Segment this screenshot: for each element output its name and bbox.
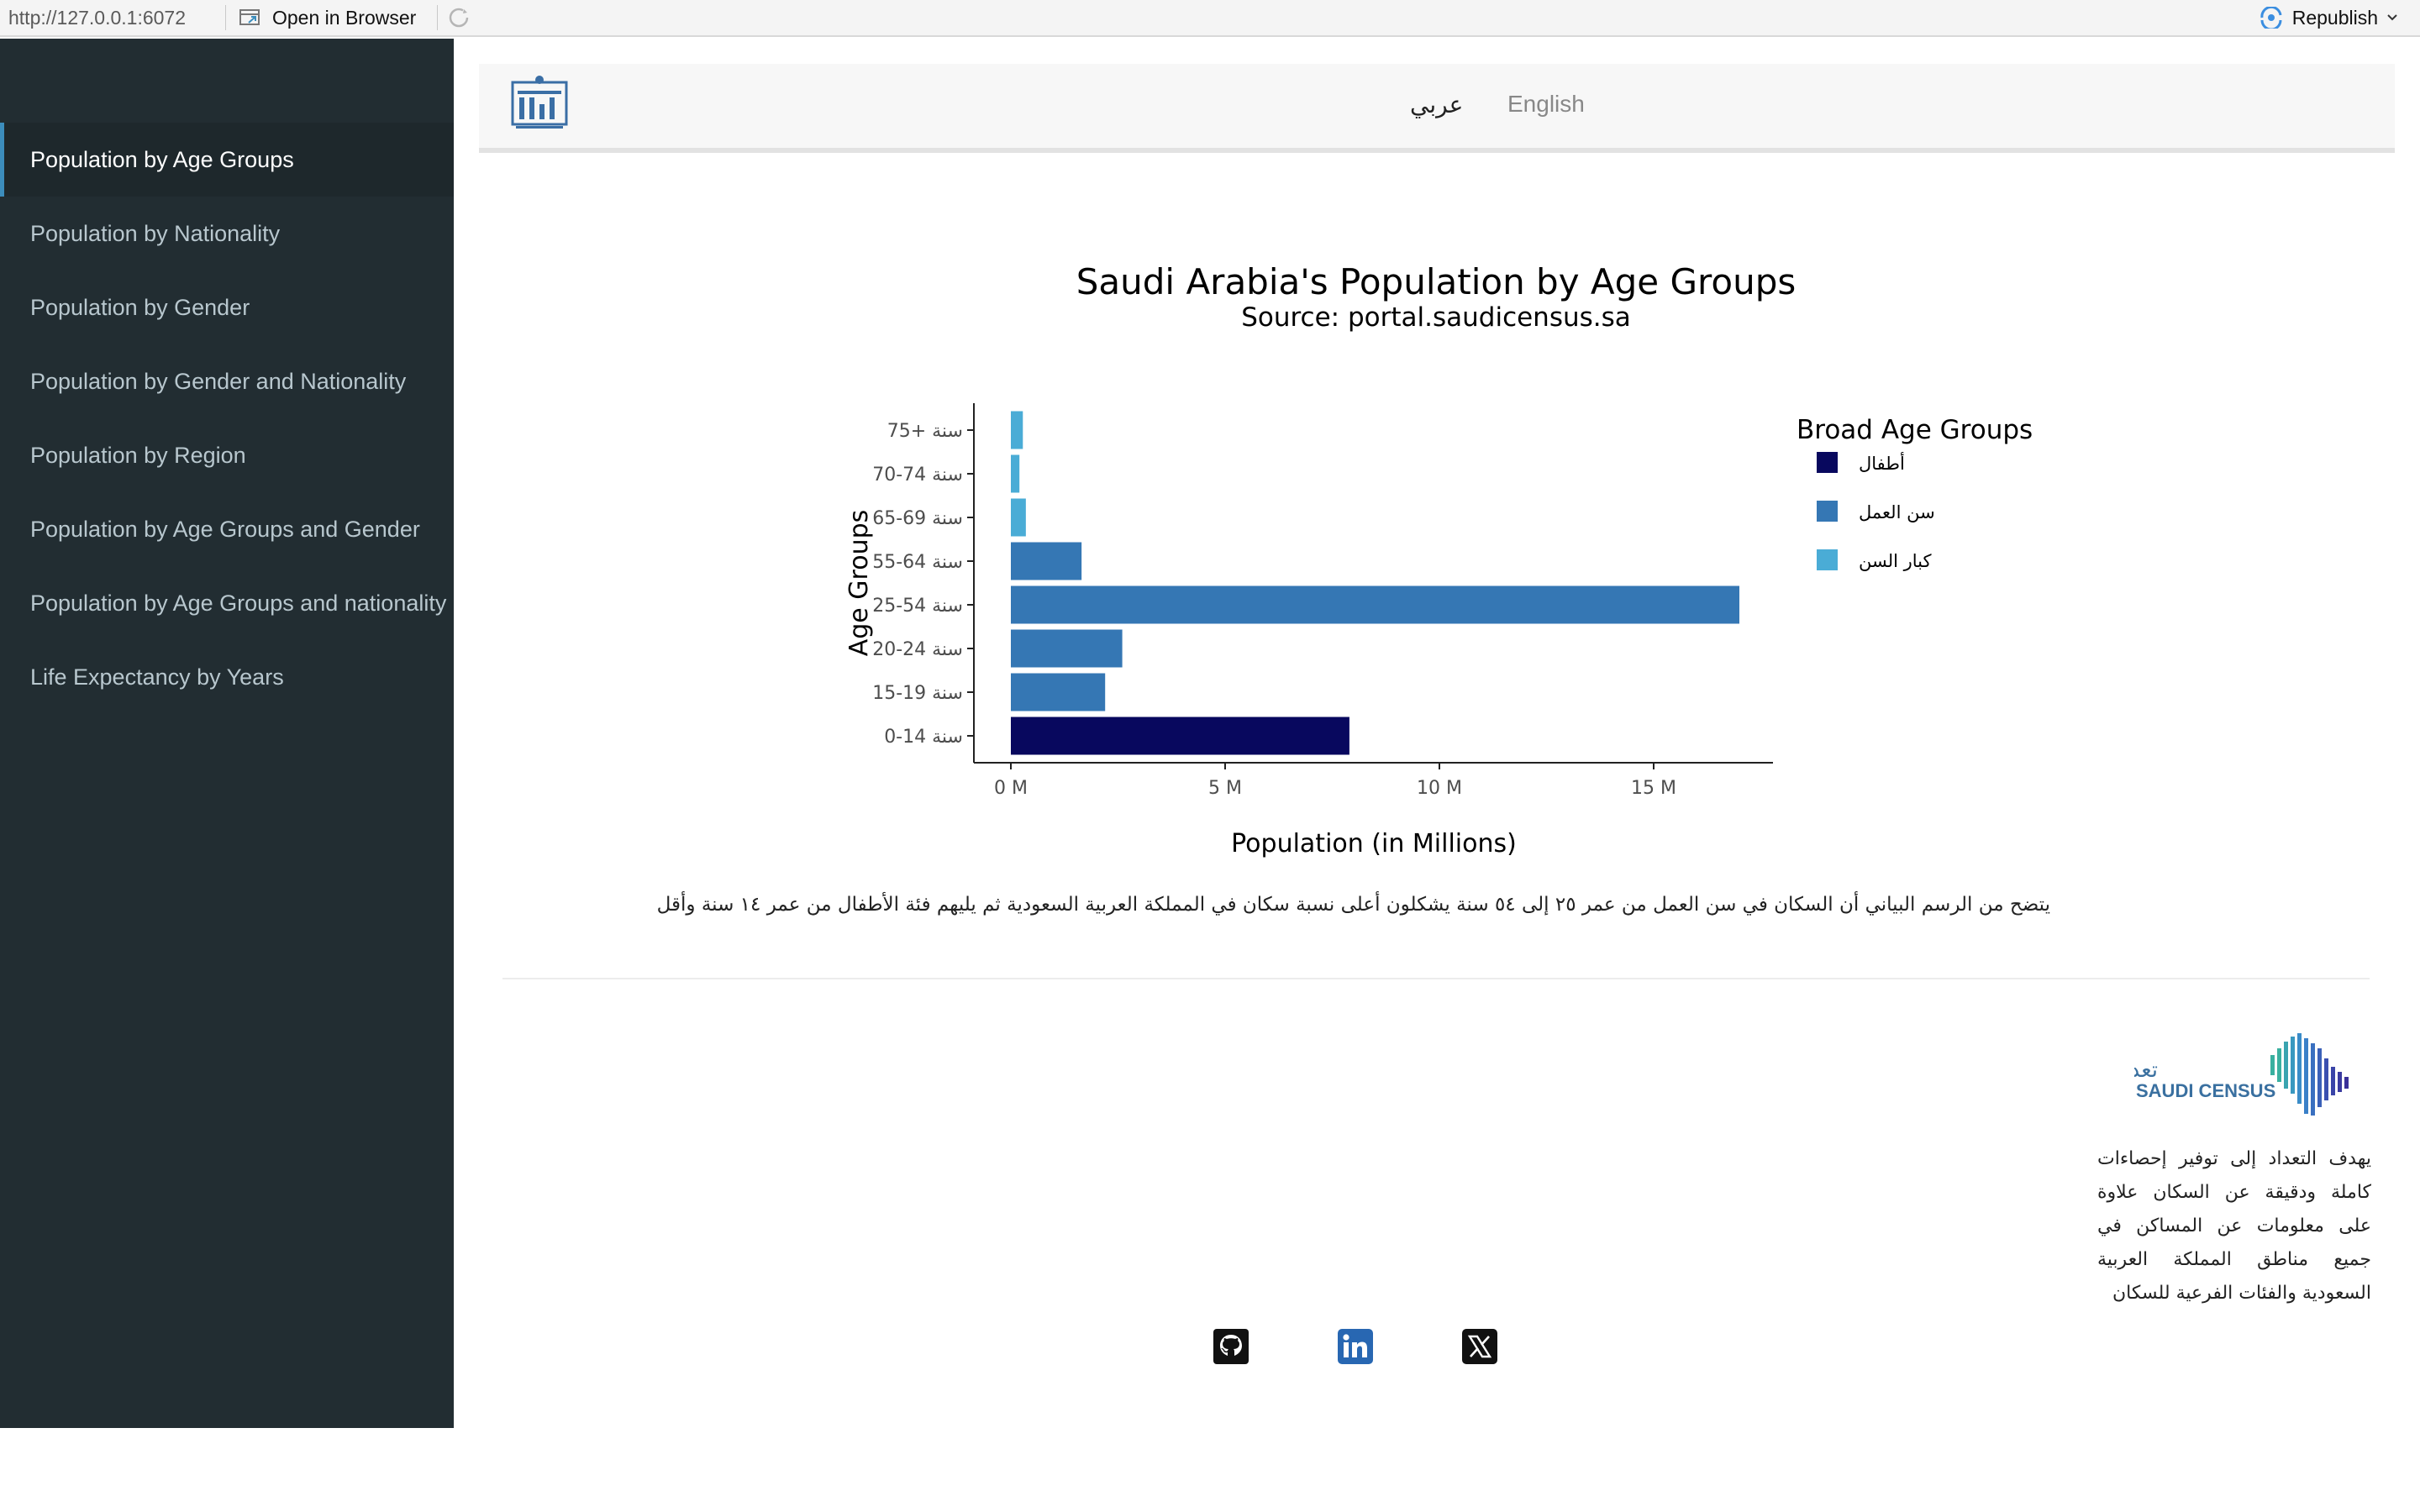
y-tick-label: 65-69 سنة	[872, 508, 963, 529]
toolbar-divider	[437, 5, 438, 30]
language-arabic-link[interactable]: عربي	[1410, 92, 1464, 118]
bar[interactable]	[1011, 498, 1026, 537]
sidebar-item-age-groups-gender[interactable]: Population by Age Groups and Gender	[30, 517, 420, 542]
sidebar-item-age-groups-nationality[interactable]: Population by Age Groups and nationality	[30, 591, 447, 616]
sidebar-item-region[interactable]: Population by Region	[30, 443, 246, 468]
refresh-icon[interactable]	[445, 4, 472, 31]
linkedin-icon[interactable]	[1336, 1327, 1375, 1366]
sidebar-item-life-expectancy[interactable]: Life Expectancy by Years	[30, 664, 284, 690]
sidebar-item-age-groups[interactable]: Population by Age Groups	[0, 123, 454, 197]
bar[interactable]	[1011, 411, 1023, 449]
sidebar-item-nationality[interactable]: Population by Nationality	[30, 221, 281, 246]
y-tick-label: 25-54 سنة	[872, 596, 963, 617]
legend-swatch	[1817, 501, 1838, 522]
open-in-browser-button[interactable]: Open in Browser	[239, 5, 416, 30]
sidebar-item-gender[interactable]: Population by Gender	[30, 295, 250, 320]
bar[interactable]	[1011, 629, 1123, 668]
republish-label: Republish	[2291, 6, 2378, 29]
chart-subtitle: Source: portal.saudicensus.sa	[1241, 302, 1631, 333]
chart-description: يتضح من الرسم البياني أن السكان في سن ال…	[656, 894, 2050, 916]
bar-group	[1011, 411, 1739, 755]
legend-swatch	[1817, 452, 1838, 473]
page-header: عربي English	[479, 64, 2395, 153]
y-tick-label: 15-19 سنة	[872, 683, 963, 704]
toolbar-divider	[225, 5, 226, 30]
chevron-down-icon[interactable]	[2386, 13, 2398, 22]
github-icon[interactable]	[1212, 1327, 1250, 1366]
x-tick-label: 5 M	[1208, 778, 1242, 799]
open-in-browser-icon	[239, 9, 260, 25]
chart-title: Saudi Arabia's Population by Age Groups	[1076, 261, 1797, 302]
x-tick-label: 0 M	[994, 778, 1028, 799]
browser-toolbar: http://127.0.0.1:6072 Open in Browser Re…	[0, 0, 2420, 37]
legend-label: كبار السن	[1859, 551, 1932, 571]
census-description: يهدف التعداد إلى توفير إحصاءات كاملة ودق…	[2097, 1148, 2371, 1304]
bar[interactable]	[1011, 454, 1020, 493]
url-text[interactable]: http://127.0.0.1:6072	[8, 7, 187, 29]
bar[interactable]	[1011, 585, 1739, 624]
legend-label: سن العمل	[1859, 502, 1935, 522]
gastat-logo	[511, 76, 568, 129]
y-tick-label: 20-24 سنة	[872, 639, 963, 660]
x-icon[interactable]	[1460, 1327, 1499, 1366]
republish-button[interactable]: Republish	[2259, 5, 2398, 30]
legend-label: أطفال	[1859, 452, 1905, 474]
census-logo-english: SAUDI CENSUS	[2136, 1080, 2275, 1101]
y-tick-label: 0-14 سنة	[884, 727, 963, 748]
chart-legend: Broad Age Groups أطفال سن العمل كبار السن	[1797, 415, 2033, 571]
y-tick-labels: 0-14 سنة 15-19 سنة 20-24 سنة 25-54 سنة 55-64…	[872, 421, 974, 748]
sidebar-item-gender-nationality[interactable]: Population by Gender and Nationality	[30, 369, 407, 394]
y-tick-label: 70-74 سنة	[872, 465, 963, 486]
bar[interactable]	[1011, 717, 1349, 755]
y-tick-label: 75+ سنة	[887, 421, 963, 442]
census-logo-bars	[2270, 1033, 2349, 1116]
age-groups-chart: Saudi Arabia's Population by Age Groups …	[844, 261, 2033, 858]
bar[interactable]	[1011, 673, 1106, 711]
sidebar: Population by Age Groups Population by N…	[0, 39, 454, 1428]
y-tick-label: 55-64 سنة	[872, 552, 963, 573]
x-tick-label: 15 M	[1631, 778, 1676, 799]
republish-icon	[2260, 7, 2282, 29]
census-logo-arabic: تعداد السعودية	[2134, 1058, 2158, 1083]
legend-title: Broad Age Groups	[1797, 415, 2033, 445]
saudi-census-logo: تعداد السعودية SAUDI CENSUS	[2134, 1033, 2349, 1116]
open-in-browser-label: Open in Browser	[272, 6, 417, 29]
language-english-link[interactable]: English	[1507, 91, 1585, 117]
bar[interactable]	[1011, 542, 1082, 580]
y-axis-title: Age Groups	[844, 510, 874, 657]
x-ticks: 0 M 5 M 10 M 15 M	[994, 763, 1676, 799]
x-axis-title: Population (in Millions)	[1231, 829, 1517, 858]
legend-swatch	[1817, 549, 1838, 570]
x-tick-label: 10 M	[1417, 778, 1462, 799]
section-divider	[502, 978, 2370, 979]
